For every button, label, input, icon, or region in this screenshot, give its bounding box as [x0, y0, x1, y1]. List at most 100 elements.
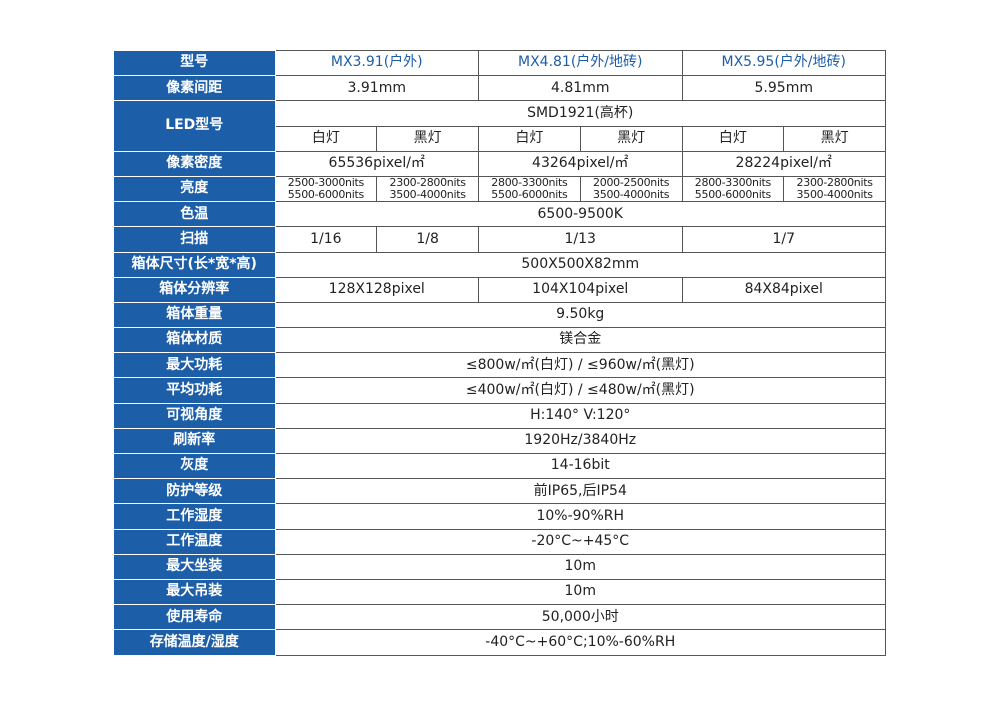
row-label: 型号 — [114, 49, 276, 77]
row-label: 色温 — [114, 201, 276, 228]
row-label: 平均功耗 — [114, 377, 276, 404]
value-cell: 前IP65,后IP54 — [274, 478, 886, 505]
value-cell: 1/13 — [478, 226, 683, 253]
value-cell: 4.81mm — [478, 75, 683, 102]
value-cell: 50,000小时 — [274, 604, 886, 631]
spec-row: 最大功耗 ≤800w/㎡(白灯) / ≤960w/㎡(黑灯) — [114, 352, 886, 379]
spec-row: 使用寿命 50,000小时 — [114, 604, 886, 631]
brightness-line: 3500-4000nits — [389, 188, 466, 202]
value-cell: 500X500X82mm — [274, 251, 886, 278]
value-cell: 黑灯 — [579, 125, 683, 152]
row-label: 工作湿度 — [114, 503, 276, 530]
brightness-line: 3500-4000nits — [593, 188, 670, 202]
value-cell: 黑灯 — [783, 125, 886, 152]
row-label: 箱体重量 — [114, 301, 276, 329]
spec-row: 箱体材质 镁合金 — [114, 327, 886, 354]
value-cell: ≤400w/㎡(白灯) / ≤480w/㎡(黑灯) — [274, 377, 886, 404]
value-cell: 镁合金 — [274, 327, 886, 354]
spec-row: 平均功耗 ≤400w/㎡(白灯) / ≤480w/㎡(黑灯) — [114, 377, 886, 404]
row-label: 像素间距 — [114, 75, 276, 102]
value-cell: 10%-90%RH — [274, 503, 886, 530]
row-label: 可视角度 — [114, 402, 276, 429]
value-cell: SMD1921(高杯) — [274, 100, 886, 127]
brightness-line: 2800-3300nits — [491, 176, 568, 190]
row-label: 箱体尺寸(长*宽*高) — [114, 251, 276, 278]
spec-row: 最大吊装 10m — [114, 578, 886, 606]
row-label: 扫描 — [114, 226, 276, 253]
value-cell: 10m — [274, 578, 886, 606]
value-cell: 104X104pixel — [478, 276, 683, 303]
spec-row: 刷新率 1920Hz/3840Hz — [114, 427, 886, 455]
row-label: 灰度 — [114, 452, 276, 480]
value-cell: H:140° V:120° — [274, 402, 886, 429]
value-cell: 1/7 — [681, 226, 886, 253]
row-label: 刷新率 — [114, 427, 276, 455]
spec-row: 防护等级 前IP65,后IP54 — [114, 478, 886, 505]
brightness-line: 5500-6000nits — [287, 188, 364, 202]
brightness-line: 2800-3300nits — [694, 176, 771, 190]
brightness-cell: 2300-2800nits 3500-4000nits — [376, 175, 479, 203]
value-cell: -40°C~+60°C;10%-60%RH — [274, 629, 886, 656]
row-label: LED型号 — [114, 100, 276, 152]
row-label: 箱体分辨率 — [114, 276, 276, 303]
spec-row: 白灯 黑灯 白灯 黑灯 白灯 黑灯 — [114, 125, 886, 152]
row-label: 最大坐装 — [114, 553, 276, 580]
value-cell: 5.95mm — [681, 75, 886, 102]
value-cell: 65536pixel/㎡ — [274, 150, 479, 177]
spec-row: 像素密度 65536pixel/㎡ 43264pixel/㎡ 28224pixel/㎡ — [114, 150, 886, 177]
spec-row: LED型号 SMD1921(高杯) — [114, 100, 886, 152]
spec-row: 型号 MX3.91(户外) MX4.81(户外/地砖) MX5.95(户外/地砖) — [114, 49, 886, 77]
spec-row: 工作湿度 10%-90%RH — [114, 503, 886, 530]
spec-row: 亮度 2500-3000nits 5500-6000nits 2300-2800nit… — [114, 175, 886, 203]
spec-row: 色温 6500-9500K — [114, 201, 886, 228]
value-cell: -20°C~+45°C — [274, 528, 886, 555]
value-cell: ≤800w/㎡(白灯) / ≤960w/㎡(黑灯) — [274, 352, 886, 379]
brightness-line: 3500-4000nits — [796, 188, 873, 202]
brightness-cell: 2800-3300nits 5500-6000nits — [681, 175, 785, 203]
value-cell: 白灯 — [274, 125, 378, 152]
row-label: 像素密度 — [114, 150, 276, 177]
brightness-cell: 2300-2800nits 3500-4000nits — [783, 175, 886, 203]
brightness-cell: 2000-2500nits 3500-4000nits — [579, 175, 683, 203]
row-label: 防护等级 — [114, 478, 276, 505]
brightness-line: 5500-6000nits — [694, 188, 771, 202]
model-header: MX4.81(户外/地砖) — [478, 49, 683, 77]
row-label: 存储温度/湿度 — [114, 629, 276, 656]
model-header: MX5.95(户外/地砖) — [681, 49, 886, 77]
row-label: 使用寿命 — [114, 604, 276, 631]
row-label: 亮度 — [114, 175, 276, 203]
spec-row: 箱体重量 9.50kg — [114, 301, 886, 329]
model-header: MX3.91(户外) — [274, 49, 479, 77]
spec-row: 箱体尺寸(长*宽*高) 500X500X82mm — [114, 251, 886, 278]
value-cell: 10m — [274, 553, 886, 580]
spec-row: 存储温度/湿度 -40°C~+60°C;10%-60%RH — [114, 629, 886, 656]
brightness-cell: 2500-3000nits 5500-6000nits — [274, 175, 378, 203]
value-cell: 1/16 — [274, 226, 378, 253]
value-cell: 黑灯 — [376, 125, 479, 152]
value-cell: 白灯 — [478, 125, 581, 152]
value-cell: 28224pixel/㎡ — [681, 150, 886, 177]
value-cell: 128X128pixel — [274, 276, 479, 303]
spec-row: 箱体分辨率 128X128pixel 104X104pixel 84X84pixel — [114, 276, 886, 303]
spec-row: 工作温度 -20°C~+45°C — [114, 528, 886, 555]
row-label: 工作温度 — [114, 528, 276, 555]
spec-table: 型号 MX3.91(户外) MX4.81(户外/地砖) MX5.95(户外/地砖) 像素… — [114, 49, 886, 656]
value-cell: 6500-9500K — [274, 201, 886, 228]
value-cell: 1/8 — [376, 226, 479, 253]
row-label: 最大功耗 — [114, 352, 276, 379]
spec-row: 可视角度 H:140° V:120° — [114, 402, 886, 429]
value-cell: 14-16bit — [274, 452, 886, 480]
row-label: 箱体材质 — [114, 327, 276, 354]
row-label: 最大吊装 — [114, 578, 276, 606]
spec-row: 灰度 14-16bit — [114, 452, 886, 480]
brightness-line: 5500-6000nits — [491, 188, 568, 202]
brightness-line: 2300-2800nits — [389, 176, 466, 190]
brightness-line: 2000-2500nits — [593, 176, 670, 190]
spec-row: 像素间距 3.91mm 4.81mm 5.95mm — [114, 75, 886, 102]
spec-row: 最大坐装 10m — [114, 553, 886, 580]
spec-row: 扫描 1/16 1/8 1/13 1/7 — [114, 226, 886, 253]
value-cell: 白灯 — [681, 125, 785, 152]
value-cell: 84X84pixel — [681, 276, 886, 303]
value-cell: 9.50kg — [274, 301, 886, 329]
brightness-line: 2500-3000nits — [287, 176, 364, 190]
